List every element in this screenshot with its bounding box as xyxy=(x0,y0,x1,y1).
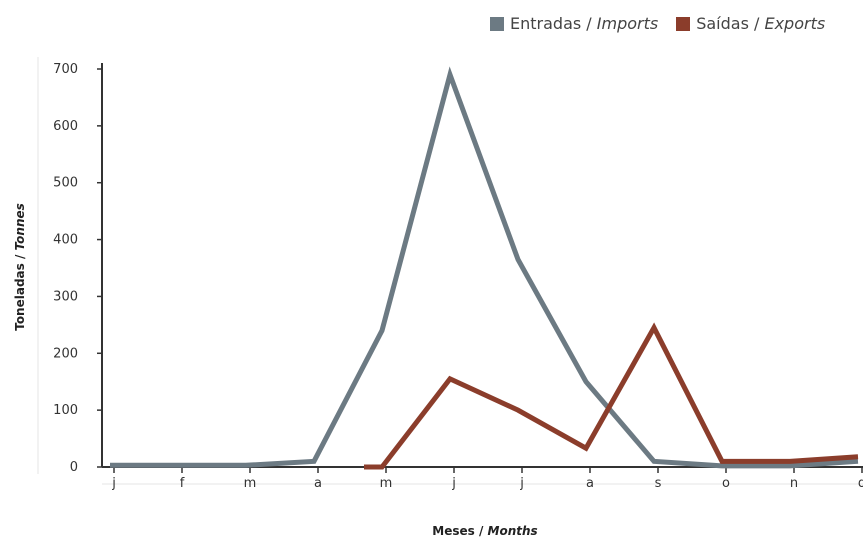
legend-label-imports: Entradas / Imports xyxy=(510,14,659,33)
y-tick-label: 100 xyxy=(53,403,78,418)
y-tick-label: 500 xyxy=(53,176,78,191)
chart-legend: Entradas / Imports Saídas / Exports xyxy=(490,14,825,33)
y-tick-label: 0 xyxy=(70,460,78,475)
x-tick-label: j xyxy=(519,476,524,491)
series-line-exports xyxy=(364,322,859,470)
x-tick-label: o xyxy=(722,476,730,491)
x-tick-label: a xyxy=(314,476,322,491)
legend-item-imports[interactable]: Entradas / Imports xyxy=(490,14,658,33)
series-line-imports xyxy=(110,66,859,469)
x-tick-label: f xyxy=(180,476,185,491)
x-tick-label: d xyxy=(858,476,863,491)
legend-label-exports: Saídas / Exports xyxy=(696,14,826,33)
x-tick-label: m xyxy=(244,476,257,491)
y-tick-label: 200 xyxy=(53,346,78,361)
x-tick-label: j xyxy=(451,476,456,491)
y-tick-label: 600 xyxy=(53,119,78,134)
x-tick-label: j xyxy=(111,476,116,491)
x-tick-label: m xyxy=(380,476,393,491)
y-tick-label: 400 xyxy=(53,233,78,248)
x-tick-label: s xyxy=(655,476,662,491)
legend-swatch-imports xyxy=(490,16,504,31)
x-tick-label: n xyxy=(790,476,798,491)
legend-item-exports[interactable]: Saídas / Exports xyxy=(676,14,825,33)
y-tick-label: 300 xyxy=(53,289,78,304)
x-axis-title: Meses / Months xyxy=(432,524,538,538)
legend-swatch-exports xyxy=(676,16,691,31)
x-tick-label: a xyxy=(586,476,594,491)
y-tick-label: 700 xyxy=(53,62,78,77)
